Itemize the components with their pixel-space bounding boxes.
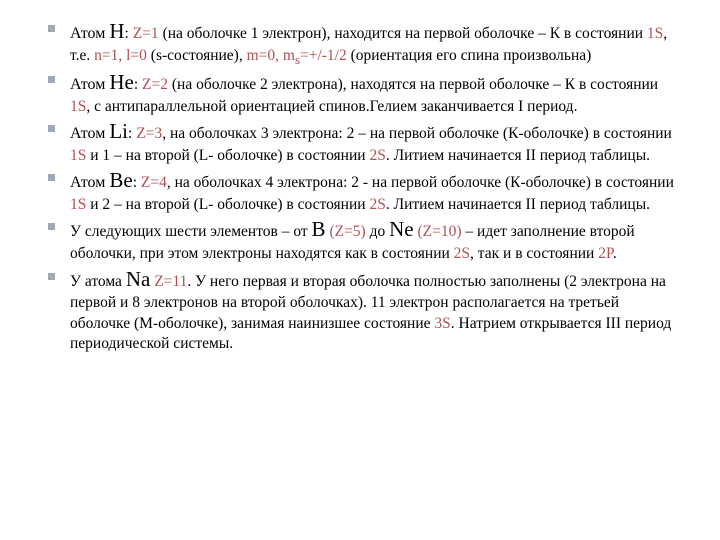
atom-label: Атом bbox=[70, 76, 109, 93]
list-item: Атом He: Z=2 (на оболочке 2 электрона), … bbox=[70, 69, 680, 117]
text: (ориентация его спина произвольна) bbox=[347, 47, 592, 64]
text: У следующих шести элементов – от bbox=[70, 223, 312, 240]
text: (на оболочке 2 электрона), находятся на … bbox=[168, 76, 658, 93]
z-value: Z=4 bbox=[141, 174, 167, 191]
list-item: У следующих шести элементов – от B (Z=5)… bbox=[70, 216, 680, 264]
state: 1S bbox=[647, 25, 663, 42]
list-item: Атом Be: Z=4, на оболочках 4 электрона: … bbox=[70, 167, 680, 215]
text: и 1 – на второй (L- оболочке) в состояни… bbox=[86, 147, 369, 164]
element-symbol: Ne bbox=[389, 217, 414, 241]
state: 3S bbox=[434, 315, 450, 332]
list-item: Атом H: Z=1 (на оболочке 1 электрон), на… bbox=[70, 18, 680, 68]
list-item: Атом Li: Z=3, на оболочках 3 электрона: … bbox=[70, 118, 680, 166]
element-symbol: He bbox=[109, 70, 134, 94]
text: и 2 – на второй (L- оболочке) в состояни… bbox=[86, 196, 369, 213]
text: до bbox=[366, 223, 389, 240]
element-symbol: B bbox=[312, 217, 326, 241]
z-value: Z=2 bbox=[142, 76, 168, 93]
z-value: Z=11 bbox=[150, 273, 187, 290]
colon: : bbox=[133, 174, 141, 191]
text: , с антипараллельной ориентацией спинов.… bbox=[86, 98, 577, 115]
list-item: У атома Na Z=11. У него первая и вторая … bbox=[70, 266, 680, 355]
state: 2S bbox=[454, 245, 470, 262]
colon: : bbox=[134, 76, 142, 93]
z-value: (Z=10) bbox=[414, 223, 462, 240]
state: 2P bbox=[598, 245, 613, 262]
atom-label: Атом bbox=[70, 25, 109, 42]
colon: : bbox=[128, 125, 136, 142]
text: . Литием начинается II период таблицы. bbox=[386, 196, 650, 213]
z-value: Z=3 bbox=[136, 125, 162, 142]
element-symbol: H bbox=[109, 19, 124, 43]
text: (на оболочке 1 электрон), находится на п… bbox=[159, 25, 647, 42]
text: . Литием начинается II период таблицы. bbox=[386, 147, 650, 164]
bullet-list: Атом H: Z=1 (на оболочке 1 электрон), на… bbox=[70, 18, 680, 355]
colon: : bbox=[125, 25, 133, 42]
atom-label: Атом bbox=[70, 174, 109, 191]
slide-content: Атом H: Z=1 (на оболочке 1 электрон), на… bbox=[0, 0, 720, 374]
state: 2S bbox=[369, 147, 385, 164]
state: =+/-1/2 bbox=[300, 47, 347, 64]
text: , на оболочках 3 электрона: 2 – на перво… bbox=[162, 125, 672, 142]
atom-label: Атом bbox=[70, 125, 109, 142]
text: , так и в состоянии bbox=[470, 245, 598, 262]
state: n=1, l=0 bbox=[94, 47, 147, 64]
text: , на оболочках 4 электрона: 2 - на перво… bbox=[167, 174, 674, 191]
element-symbol: Na bbox=[126, 267, 151, 291]
state: 2S bbox=[369, 196, 385, 213]
element-symbol: Li bbox=[109, 119, 128, 143]
text: (s-состояние), bbox=[147, 47, 247, 64]
state: m=0, m bbox=[247, 47, 295, 64]
z-value: (Z=5) bbox=[326, 223, 366, 240]
element-symbol: Be bbox=[109, 168, 132, 192]
text: У атома bbox=[70, 273, 126, 290]
state: 1S bbox=[70, 98, 86, 115]
state: 1S bbox=[70, 196, 86, 213]
text: . bbox=[613, 245, 617, 262]
state: 1S bbox=[70, 147, 86, 164]
z-value: Z=1 bbox=[133, 25, 159, 42]
